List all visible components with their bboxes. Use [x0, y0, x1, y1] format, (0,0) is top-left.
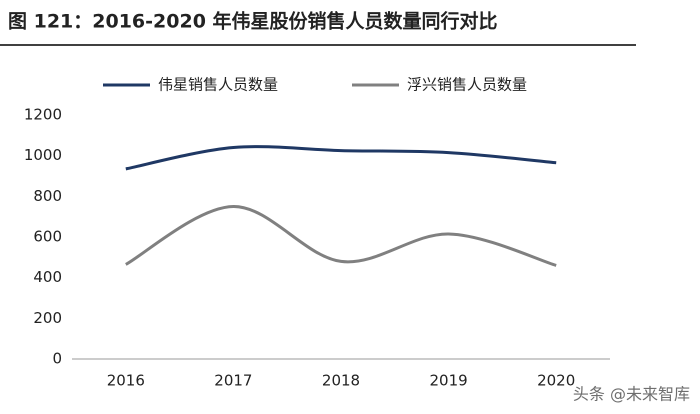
x-tick-label: 2019: [430, 372, 468, 390]
y-tick-label: 200: [33, 309, 62, 327]
legend-label: 伟星销售人员数量: [158, 76, 278, 94]
series-line: [125, 204, 557, 267]
y-tick-label: 600: [33, 228, 62, 246]
x-tick-label: 2018: [322, 372, 360, 390]
x-tick-label: 2020: [537, 372, 575, 390]
y-tick-label: 400: [33, 268, 62, 286]
y-tick-label: 0: [52, 350, 62, 368]
y-tick-label: 800: [33, 187, 62, 205]
y-tick-label: 1200: [24, 106, 62, 124]
y-tick-label: 1000: [24, 146, 62, 164]
series-line: [125, 145, 557, 171]
chart-title: 图 121：2016-2020 年伟星股份销售人员数量同行对比: [8, 10, 498, 33]
legend-label: 浮兴销售人员数量: [407, 76, 527, 94]
x-tick-label: 2017: [214, 372, 252, 390]
x-tick-label: 2016: [107, 372, 145, 390]
watermark: 头条 @未来智库: [573, 385, 690, 404]
